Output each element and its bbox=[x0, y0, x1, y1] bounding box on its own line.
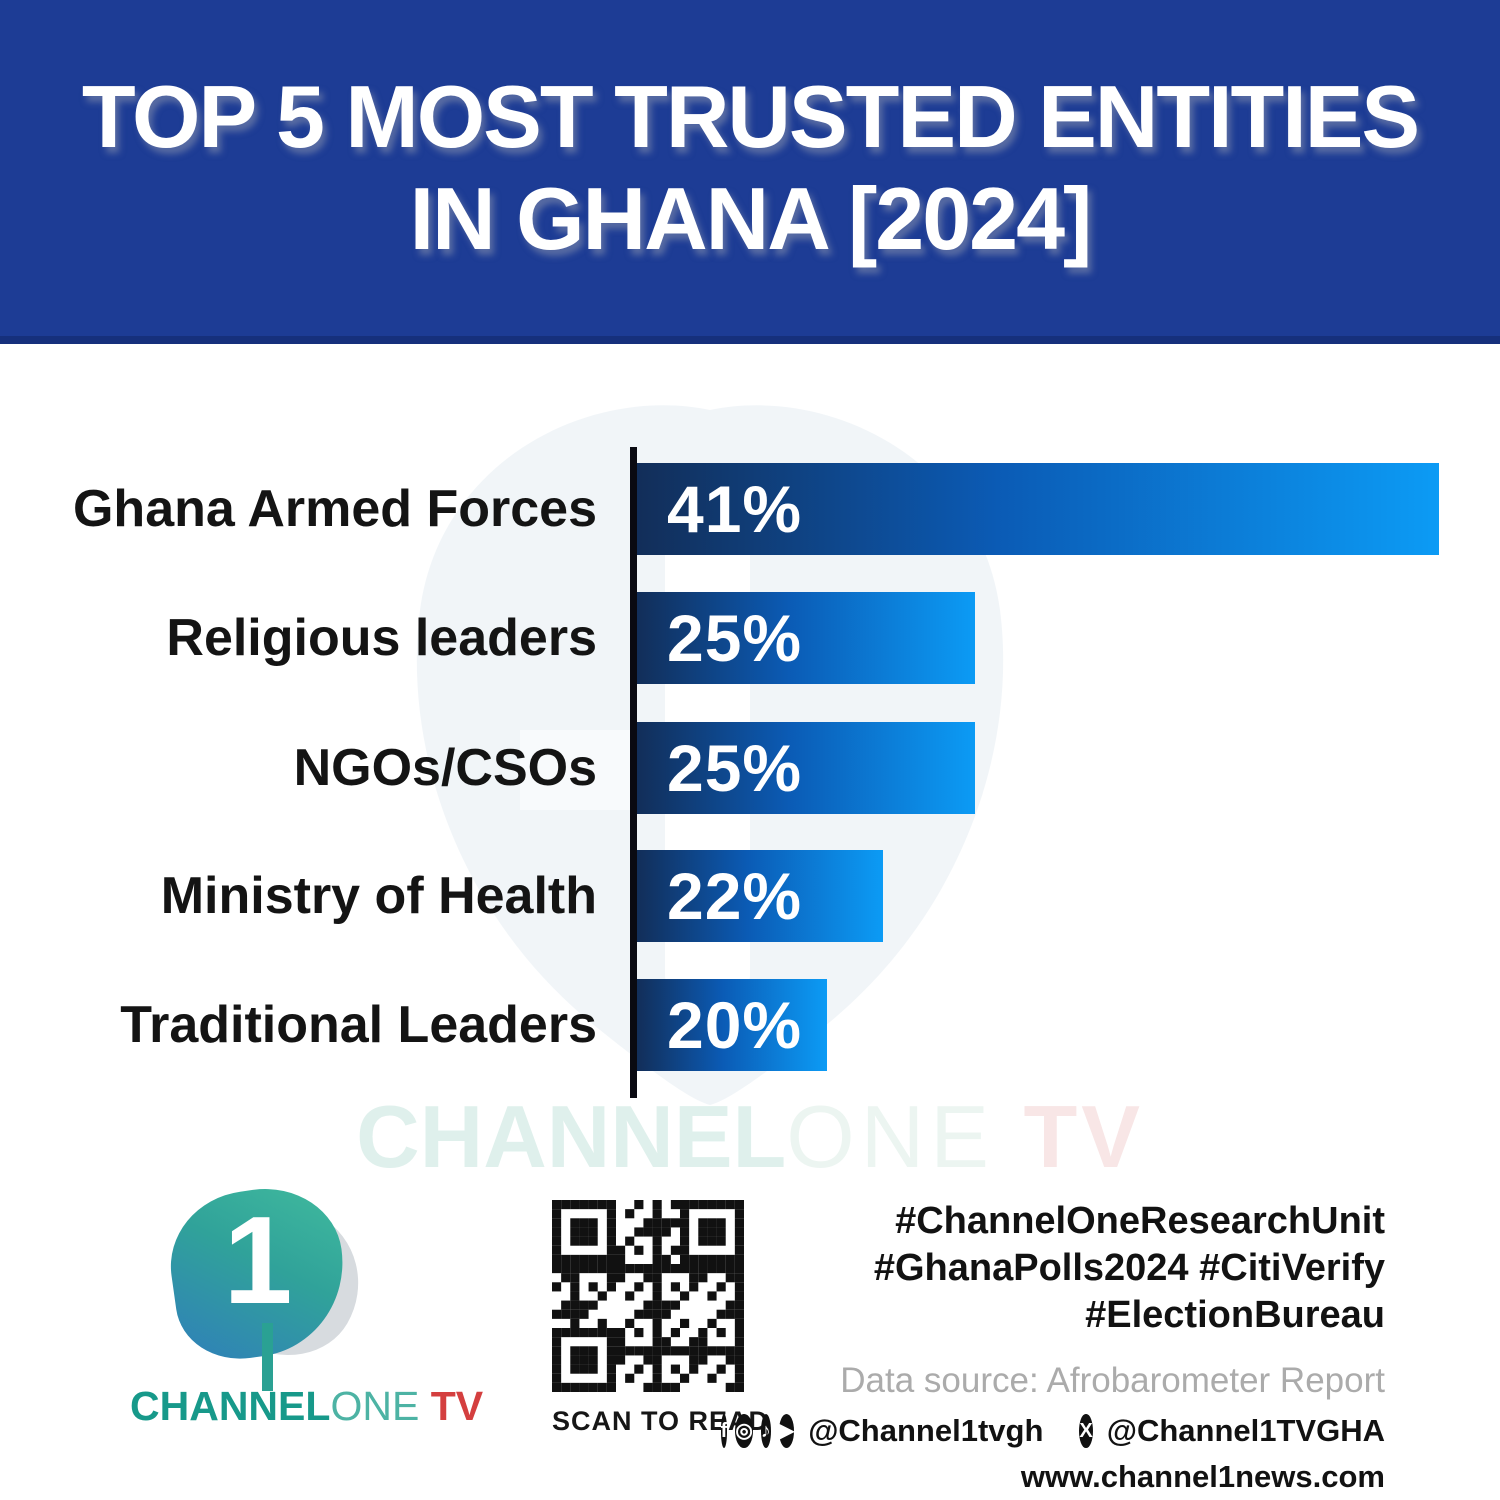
bar-value-label: 20% bbox=[667, 988, 803, 1062]
category-label: Religious leaders bbox=[166, 609, 597, 667]
watermark-wordmark: CHANNELONE TV bbox=[0, 1086, 1500, 1188]
category-label: Traditional Leaders bbox=[120, 996, 597, 1054]
logo-word-one: ONE bbox=[330, 1383, 420, 1429]
bar: 25% bbox=[637, 592, 975, 684]
channel-one-logo: 1 CHANNELONE TV bbox=[130, 1178, 483, 1435]
youtube-icon: ▶ bbox=[778, 1414, 795, 1448]
hashtag-line-3: #ElectionBureau bbox=[1085, 1294, 1385, 1336]
watermark-one: ONE bbox=[786, 1087, 995, 1186]
logo-one-stem bbox=[262, 1323, 273, 1391]
social-handle-main: @Channel1tvgh bbox=[808, 1413, 1044, 1448]
logo-word-tv: TV bbox=[419, 1383, 484, 1429]
instagram-icon: ◎ bbox=[735, 1414, 753, 1448]
bar-value-label: 22% bbox=[667, 859, 803, 933]
footer-right: #ChannelOneResearchUnit #GhanaPolls2024 … bbox=[720, 1198, 1385, 1495]
hashtag-line-1: #ChannelOneResearchUnit bbox=[895, 1200, 1385, 1242]
facebook-icon: f bbox=[720, 1414, 728, 1448]
bar: 41% bbox=[637, 463, 1439, 555]
social-row: f ◎ ♪ ▶ @Channel1tvgh X @Channel1TVGHA bbox=[720, 1413, 1385, 1449]
watermark-channel: CHANNEL bbox=[356, 1087, 787, 1186]
bar: 25% bbox=[637, 722, 975, 814]
hashtag-line-2: #GhanaPolls2024 #CitiVerify bbox=[873, 1247, 1385, 1289]
page-title-line2: IN GHANA [2024] bbox=[409, 169, 1093, 268]
qr-section: SCAN TO READ bbox=[552, 1200, 770, 1437]
bar-value-label: 25% bbox=[667, 731, 803, 805]
watermark-tv: TV bbox=[995, 1087, 1144, 1186]
logo-word-channel: CHANNEL bbox=[130, 1383, 331, 1429]
category-label: Ghana Armed Forces bbox=[72, 480, 597, 538]
category-label: Ministry of Health bbox=[160, 867, 597, 925]
logo-wordmark: CHANNELONE TV bbox=[130, 1383, 483, 1430]
logo-digit: 1 bbox=[223, 1192, 293, 1330]
bar: 22% bbox=[637, 850, 883, 942]
page-title-line1: TOP 5 MOST TRUSTED ENTITIES bbox=[81, 67, 1420, 166]
qr-label: SCAN TO READ bbox=[552, 1406, 770, 1436]
bar-value-label: 25% bbox=[667, 601, 803, 675]
data-source: Data source: Afrobarometer Report bbox=[840, 1361, 1385, 1400]
bar: 20% bbox=[637, 979, 827, 1071]
x-icon: X bbox=[1079, 1414, 1093, 1448]
bar-value-label: 41% bbox=[667, 472, 803, 546]
header-banner: TOP 5 MOST TRUSTED ENTITIES IN GHANA [20… bbox=[0, 0, 1500, 344]
category-label: NGOs/CSOs bbox=[293, 739, 597, 797]
chart-axis bbox=[630, 447, 637, 1098]
tiktok-icon: ♪ bbox=[760, 1414, 771, 1448]
social-handle-x: @Channel1TVGHA bbox=[1106, 1413, 1385, 1448]
qr-code bbox=[552, 1200, 744, 1392]
website-url: www.channel1news.com bbox=[1020, 1459, 1385, 1494]
